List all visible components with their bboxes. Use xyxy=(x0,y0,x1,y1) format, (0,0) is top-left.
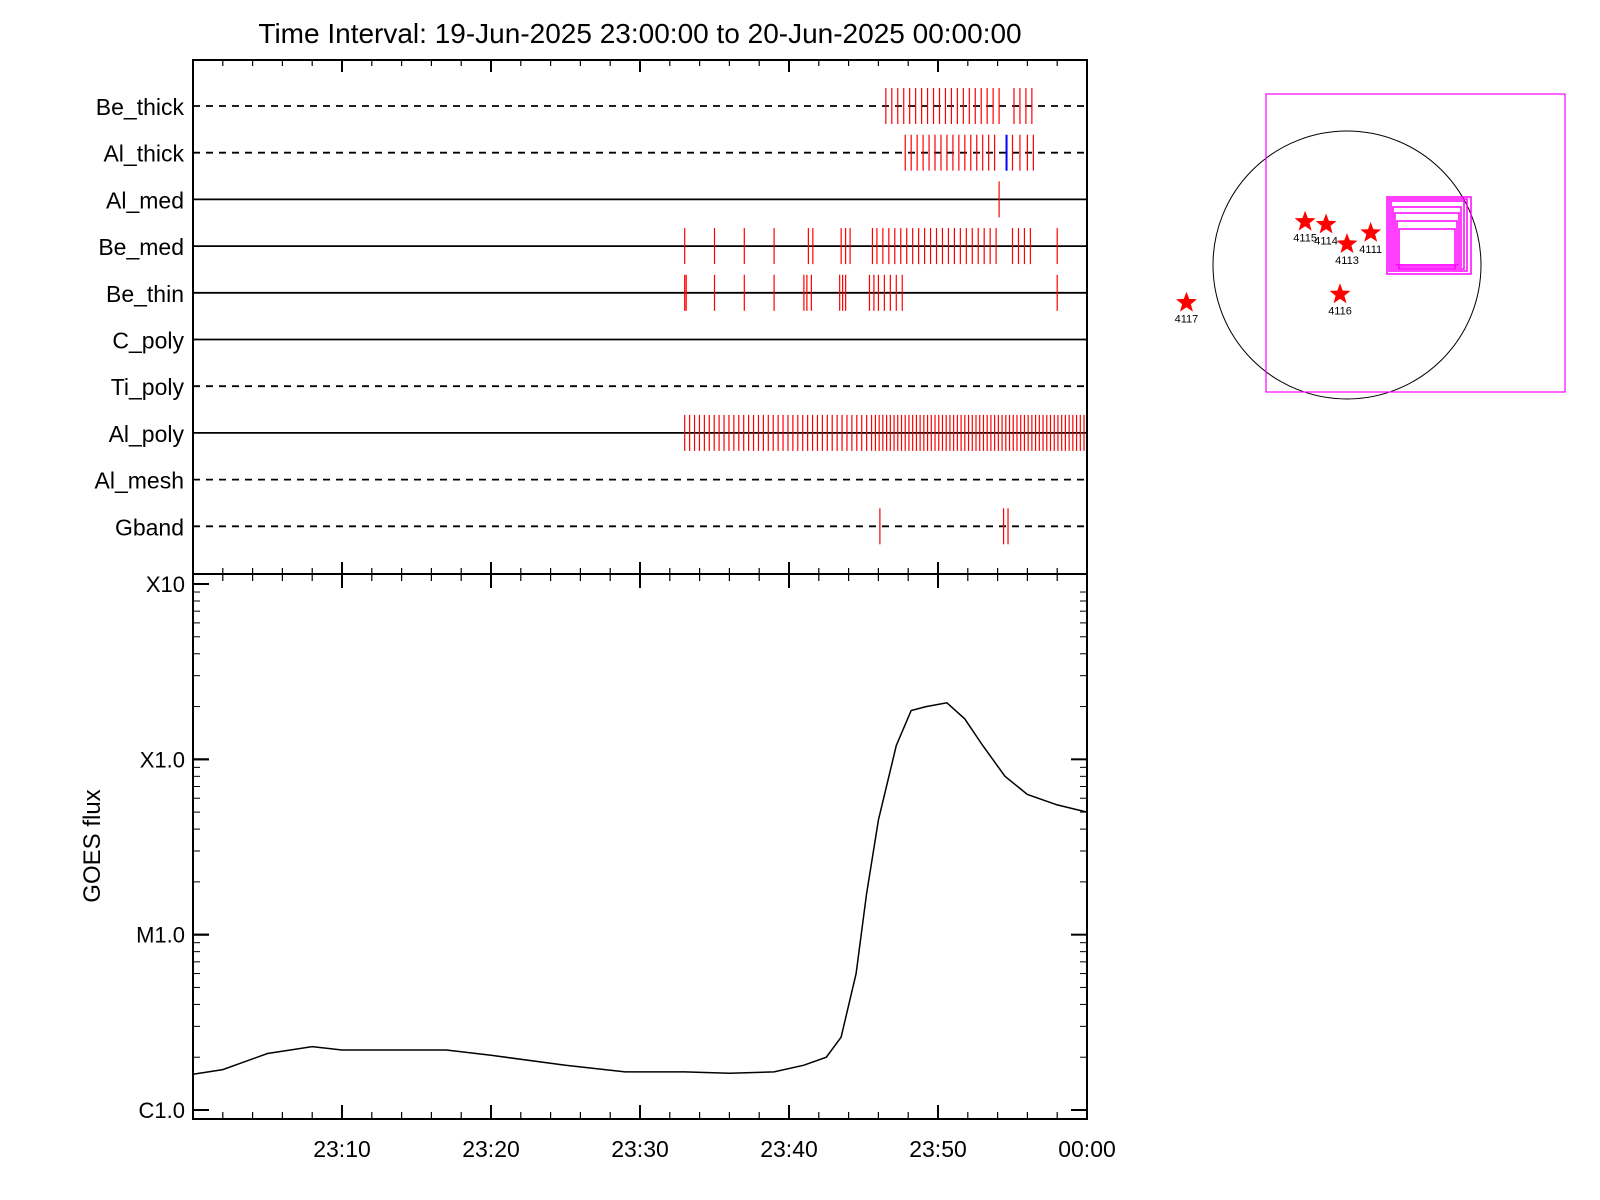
timeline-row-label: Al_mesh xyxy=(95,468,184,494)
goes-y-axis-label: GOES flux xyxy=(79,789,106,902)
active-region-label: 4115 xyxy=(1293,233,1317,245)
active-region-star xyxy=(1336,233,1358,253)
filter-timeline-panel: Be_thick Al_thick Al_med Be_med Be_thin C_pol… xyxy=(95,59,1088,575)
goes-x-tick-label: 23:10 xyxy=(313,1136,371,1162)
timeline-row-label: Al_thick xyxy=(103,141,184,167)
timeline-row-label: Gband xyxy=(115,514,184,540)
timeline-row-label: Al_poly xyxy=(109,421,185,447)
active-region-boxes xyxy=(1386,196,1472,275)
solar-disk xyxy=(1212,130,1482,400)
active-region-star xyxy=(1360,221,1382,242)
active-region-label: 4113 xyxy=(1335,255,1359,267)
goes-x-tick-label: 23:20 xyxy=(462,1136,520,1162)
timeline-row-label: Ti_poly xyxy=(111,374,185,400)
timeline-row-label: Be_med xyxy=(98,234,184,260)
active-region-label: 4114 xyxy=(1314,236,1338,248)
active-region-label: 4116 xyxy=(1328,305,1352,317)
timeline-row-label: C_poly xyxy=(112,328,184,354)
timeline-row-label: Be_thick xyxy=(96,94,185,120)
active-region-star xyxy=(1176,291,1197,312)
goes-x-tick-label: 23:30 xyxy=(611,1136,669,1162)
goes-frame xyxy=(192,573,1088,1120)
goes-flux-series-line xyxy=(192,701,1088,1075)
goes-y-tick-label: M1.0 xyxy=(136,923,185,948)
active-region-star xyxy=(1294,210,1316,231)
goes-y-tick-label: X1.0 xyxy=(140,747,185,772)
timeline-row-label: Al_med xyxy=(106,187,184,213)
goes-y-tick-label: C1.0 xyxy=(139,1098,185,1123)
active-region-star xyxy=(1329,283,1351,304)
chart-title: Time Interval: 19-Jun-2025 23:00:00 to 2… xyxy=(258,18,1021,49)
active-region-star xyxy=(1315,213,1337,234)
goes-y-axis: C1.0 M1.0 X1.0 X10 xyxy=(136,572,1087,1123)
goes-flux-panel: C1.0 M1.0 X1.0 X10 23:10 23:20 23:30 23:40 23:5… xyxy=(79,572,1116,1162)
timeline-x-ticks xyxy=(192,60,1088,574)
active-region-label: 4111 xyxy=(1359,244,1382,256)
timeline-rows: Be_thick Al_thick Al_med Be_med Be_thin C_pol… xyxy=(95,88,1087,545)
timeline-row-label: Be_thin xyxy=(106,281,184,307)
goes-x-tick-label: 23:50 xyxy=(909,1136,967,1162)
goes-y-tick-label: X10 xyxy=(146,572,185,597)
field-of-view-box xyxy=(1265,93,1566,393)
active-region-label: 4117 xyxy=(1175,314,1199,326)
goes-x-axis: 23:10 23:20 23:30 23:40 23:50 00:00 xyxy=(192,574,1116,1162)
goes-x-tick-label: 23:40 xyxy=(760,1136,818,1162)
goes-x-tick-label: 00:00 xyxy=(1058,1136,1116,1162)
